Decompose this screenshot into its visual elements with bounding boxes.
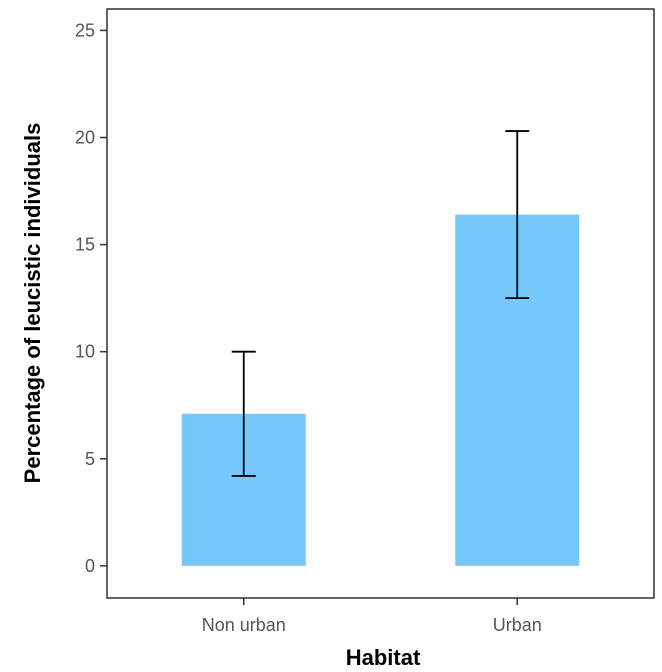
x-tick-label: Urban [493,615,542,635]
y-tick-label: 25 [75,20,95,40]
y-tick-label: 0 [85,556,95,576]
y-tick-label: 20 [75,128,95,148]
x-tick-label: Non urban [202,615,286,635]
y-tick-label: 10 [75,342,95,362]
x-axis: Non urban Urban [202,598,542,635]
y-axis-title: Percentage of leucistic individuals [20,123,45,484]
y-tick-label: 15 [75,235,95,255]
error-bars [231,130,530,477]
y-tick-label: 5 [85,449,95,469]
x-axis-title: Habitat [346,645,421,670]
y-axis: 0 5 10 15 20 25 [75,20,107,576]
